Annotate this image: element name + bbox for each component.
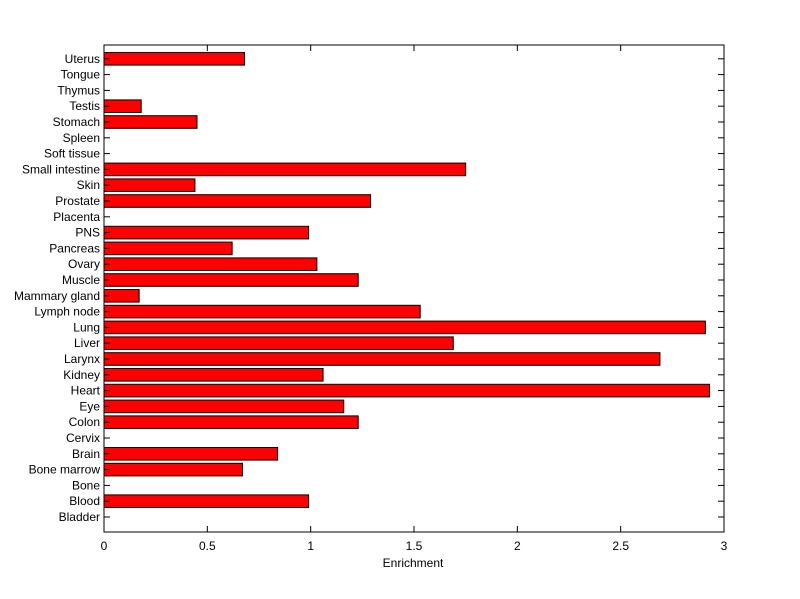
y-tick-label-bone: Bone — [72, 478, 100, 492]
y-tick-label-lung: Lung — [73, 320, 100, 334]
x-tick-label-2: 1 — [307, 539, 314, 553]
y-tick-label-soft-tissue: Soft tissue — [44, 147, 100, 161]
y-tick-label-bone-marrow: Bone marrow — [29, 463, 101, 477]
y-tick-label-thymus: Thymus — [57, 83, 100, 97]
bar-kidney — [103, 368, 324, 382]
bar-uterus — [103, 52, 246, 66]
x-tick-label-3: 1.5 — [406, 539, 423, 553]
y-tick-label-heart: Heart — [71, 384, 101, 398]
x-tick-label-1: 0.5 — [199, 539, 216, 553]
y-tick-label-spleen: Spleen — [63, 131, 100, 145]
y-tick-label-blood: Blood — [69, 494, 100, 508]
bar-muscle — [103, 273, 359, 287]
x-tick-label-4: 2 — [514, 539, 521, 553]
bar-prostate — [103, 194, 372, 208]
y-tick-label-prostate: Prostate — [55, 194, 100, 208]
bar-blood — [103, 494, 310, 508]
y-tick-label-brain: Brain — [72, 447, 100, 461]
y-tick-label-kidney: Kidney — [63, 368, 100, 382]
y-tick-label-placenta: Placenta — [53, 210, 100, 224]
bar-lung — [103, 320, 706, 335]
bar-heart — [103, 383, 711, 398]
y-tick-label-ovary: Ovary — [68, 257, 100, 271]
y-tick-label-small-intestine: Small intestine — [22, 162, 100, 176]
y-tick-label-eye: Eye — [79, 399, 100, 413]
y-tick-label-larynx: Larynx — [64, 352, 100, 366]
y-tick-label-skin: Skin — [77, 178, 100, 192]
bar-pns — [103, 225, 310, 240]
bar-ovary — [103, 257, 318, 271]
x-axis-title: Enrichment — [383, 556, 444, 570]
y-tick-label-tongue: Tongue — [61, 68, 101, 82]
y-tick-label-stomach: Stomach — [53, 115, 100, 129]
y-tick-label-muscle: Muscle — [62, 273, 100, 287]
bar-bone-marrow — [103, 462, 243, 477]
bar-eye — [103, 399, 345, 414]
bar-pancreas — [103, 241, 233, 256]
x-tick-labels: 0 0.5 1 1.5 2 2.5 3 — [101, 539, 728, 553]
y-tick-label-colon: Colon — [69, 415, 100, 429]
y-tick-label-testis: Testis — [69, 99, 100, 113]
bar-skin — [103, 178, 196, 192]
x-tick-label-6: 3 — [721, 539, 728, 553]
y-tick-label-pns: PNS — [75, 226, 100, 240]
y-tick-label-uterus: Uterus — [65, 52, 100, 66]
bar-brain — [103, 447, 279, 461]
x-tick-label-0: 0 — [101, 539, 108, 553]
bar-larynx — [103, 352, 661, 366]
y-tick-label-mammary-gland: Mammary gland — [14, 289, 100, 303]
y-tick-label-pancreas: Pancreas — [49, 241, 100, 255]
bar-colon — [103, 415, 359, 429]
bar-small-intestine — [103, 162, 467, 177]
x-tick-label-5: 2.5 — [612, 539, 629, 553]
bar-lymph-node — [103, 304, 421, 319]
bar-stomach — [103, 115, 198, 129]
y-tick-label-lymph-node: Lymph node — [34, 305, 100, 319]
y-tick-label-bladder: Bladder — [59, 510, 100, 524]
y-tick-label-liver: Liver — [74, 336, 100, 350]
plot-frame — [103, 44, 725, 533]
y-tick-label-cervix: Cervix — [66, 431, 100, 445]
bar-liver — [103, 336, 454, 350]
